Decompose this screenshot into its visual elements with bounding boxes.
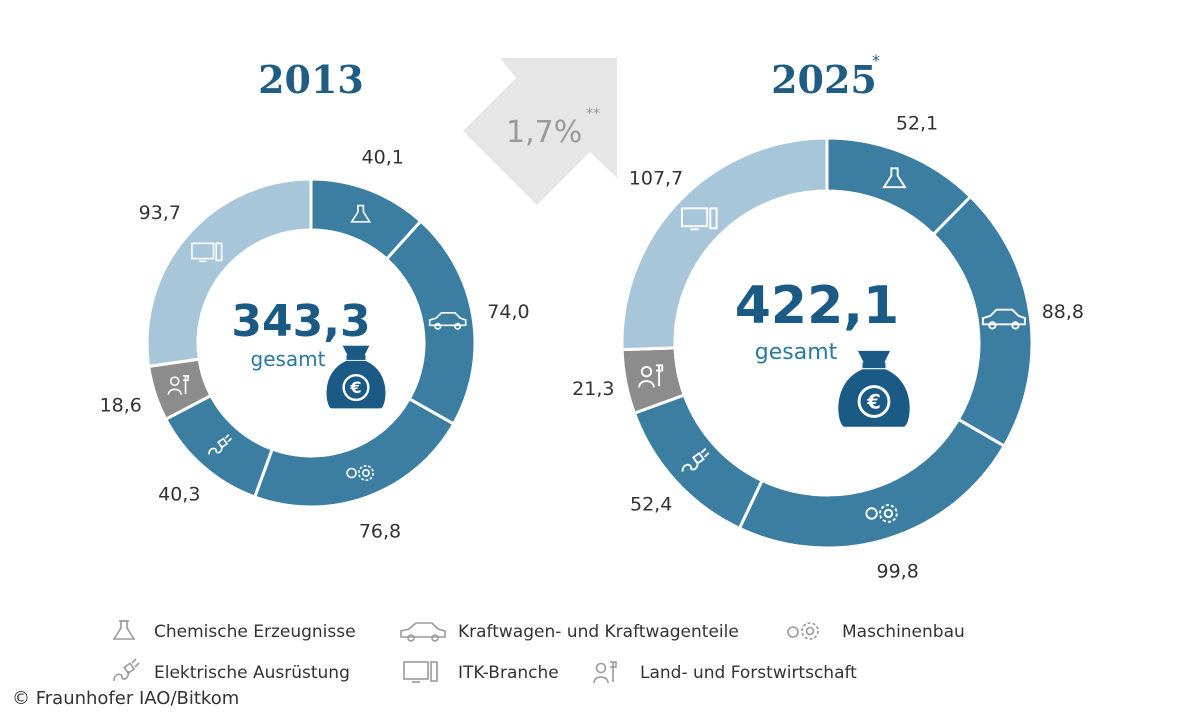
donut-segment [737, 417, 1007, 550]
legend: Chemische Erzeugnisse Kraftwagen- und Kr… [112, 620, 965, 684]
donut-2025: 52,1 88,8 99,8 52,4 21,3 107,7 [572, 113, 1084, 583]
car-icon [428, 311, 467, 330]
growth-label: 1,7% [506, 115, 582, 150]
chart-title-2013: 2013 [258, 57, 364, 102]
monitor-icon [403, 661, 438, 683]
value-label: 76,8 [359, 521, 401, 543]
farmer-icon [638, 364, 664, 388]
value-label: 18,6 [100, 395, 142, 417]
gears-icon [787, 622, 819, 640]
total-value-2025: 422,1 [735, 276, 899, 336]
gears-icon [865, 504, 898, 523]
donut-segment [252, 396, 456, 509]
legend-label: Chemische Erzeugnisse [154, 622, 356, 642]
legend-item-elektrische-ausruestung: Elektrische Ausrüstung [113, 658, 350, 683]
legend-label: Kraftwagen- und Kraftwagenteile [458, 622, 739, 642]
value-label: 74,0 [487, 301, 529, 323]
monitor-icon [191, 242, 223, 263]
flask-icon [112, 620, 136, 640]
gears-icon [346, 464, 374, 482]
legend-item-itk-branche: ITK-Branche [403, 661, 559, 683]
donut-segment [384, 219, 477, 427]
growth-marker: ** [586, 106, 600, 122]
donut-segment [620, 136, 829, 352]
flask-icon [350, 204, 372, 223]
value-label: 93,7 [139, 202, 181, 224]
chart-title-2025: 2025 [771, 57, 877, 102]
plug-icon [681, 447, 710, 472]
monitor-icon [681, 207, 718, 231]
legend-label: Maschinenbau [842, 622, 965, 642]
plug-icon [208, 434, 233, 455]
car-icon [981, 308, 1026, 330]
legend-item-maschinenbau: Maschinenbau [787, 622, 965, 642]
total-value-2013: 343,3 [231, 296, 370, 347]
legend-item-kraftwagen: Kraftwagen- und Kraftwagenteile [400, 622, 739, 642]
value-label: 52,4 [630, 493, 672, 515]
farmer-icon [593, 661, 617, 684]
legend-item-land-forstwirtschaft: Land- und Forstwirtschaft [593, 661, 857, 684]
total-caption-2025: gesamt [755, 340, 838, 365]
value-label: 52,1 [896, 113, 938, 135]
value-label: 21,3 [572, 378, 614, 400]
value-label: 99,8 [877, 560, 919, 582]
value-label: 40,3 [158, 484, 200, 506]
svg-text:€: € [866, 390, 881, 413]
chart-title-2025-marker: * [872, 51, 880, 70]
plug-icon [113, 658, 140, 682]
donut-segment [145, 177, 313, 369]
legend-label: Land- und Forstwirtschaft [640, 663, 857, 683]
legend-label: ITK-Branche [458, 663, 559, 683]
svg-text:€: € [349, 378, 361, 397]
total-caption-2013: gesamt [251, 347, 326, 371]
donut-2013: 40,1 74,0 76,8 40,3 18,6 93,7 [100, 146, 530, 542]
value-label: 107,7 [629, 167, 683, 189]
flask-icon [882, 167, 907, 189]
money-bag-icon: € [838, 350, 910, 427]
value-label: 88,8 [1042, 301, 1084, 323]
farmer-icon [167, 374, 190, 395]
money-bag-icon: € [326, 345, 386, 409]
value-label: 40,1 [362, 146, 404, 168]
legend-label: Elektrische Ausrüstung [154, 663, 350, 683]
image-credit: © Fraunhofer IAO/Bitkom [12, 688, 239, 709]
growth-arrow [463, 58, 617, 205]
car-icon [400, 622, 446, 642]
legend-item-chemische-erzeugnisse: Chemische Erzeugnisse [112, 620, 356, 642]
